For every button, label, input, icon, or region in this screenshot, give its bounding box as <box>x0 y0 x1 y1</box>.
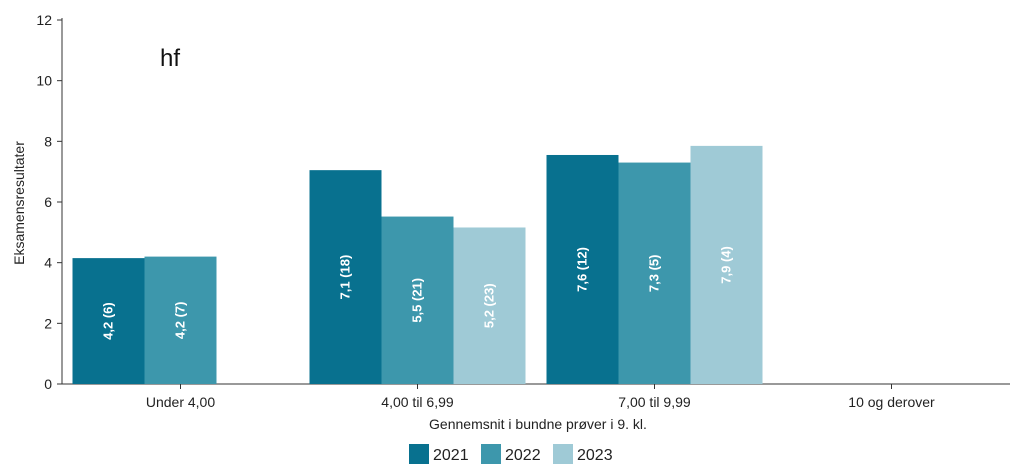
y-tick-label: 12 <box>36 12 52 28</box>
legend-label: 2022 <box>505 447 541 464</box>
bar-value-label: 5,2 (23) <box>482 283 497 328</box>
bar <box>72 258 145 384</box>
y-tick-label: 8 <box>44 133 52 149</box>
y-axis: 0 2 4 6 8 10 12 <box>36 12 63 392</box>
x-tick-label: 10 og derover <box>848 394 935 410</box>
bar <box>546 154 619 384</box>
bar <box>309 170 382 384</box>
bar <box>618 162 691 384</box>
legend-label: 2023 <box>577 447 613 464</box>
bar-value-label: 7,1 (18) <box>338 255 353 300</box>
y-tick-label: 4 <box>44 255 52 271</box>
bar <box>690 145 763 384</box>
bar-value-label: 5,5 (21) <box>410 278 425 323</box>
bar <box>144 256 217 384</box>
bars: 4,2 (6) 4,2 (7) 7,1 (18) 5,5 (21) 5,2 (23) 7,… <box>72 145 763 384</box>
legend-swatch <box>409 444 429 464</box>
x-tick-label: Under 4,00 <box>146 394 215 410</box>
bar <box>381 216 454 384</box>
x-axis-title: Gennemsnit i bundne prøver i 9. kl. <box>429 416 647 432</box>
y-tick-label: 6 <box>44 194 52 210</box>
bar <box>453 227 526 384</box>
legend-label: 2021 <box>433 447 469 464</box>
legend: 2021 2022 2023 <box>409 444 613 464</box>
x-tick-label: 7,00 til 9,99 <box>618 394 691 410</box>
bar-value-label: 4,2 (7) <box>173 302 188 340</box>
bar-value-label: 7,3 (5) <box>647 254 662 292</box>
y-tick-label: 2 <box>44 315 52 331</box>
legend-swatch <box>553 444 573 464</box>
x-axis: Under 4,00 4,00 til 6,99 7,00 til 9,99 10 o… <box>62 383 1010 410</box>
bar-value-label: 7,9 (4) <box>719 246 734 284</box>
bar-value-label: 7,6 (12) <box>575 247 590 292</box>
y-axis-title: Eksamensresultater <box>11 141 27 265</box>
bar-value-label: 4,2 (6) <box>101 302 116 340</box>
x-tick-label: 4,00 til 6,99 <box>381 394 454 410</box>
legend-swatch <box>481 444 501 464</box>
chart-title: hf <box>160 45 180 72</box>
y-tick-label: 10 <box>36 73 52 89</box>
y-tick-label: 0 <box>44 376 52 392</box>
